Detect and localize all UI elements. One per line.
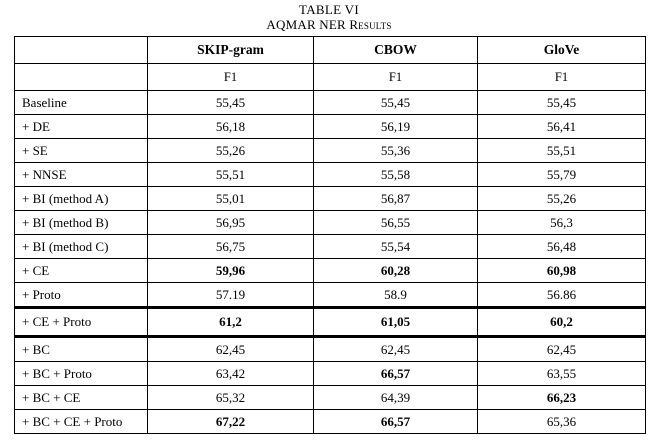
metric-label: F1 bbox=[147, 63, 314, 92]
value-cell: 55,36 bbox=[313, 138, 478, 164]
value-cell: 55,26 bbox=[147, 138, 314, 164]
value-cell: 66,23 bbox=[477, 385, 646, 411]
row-label: + Proto bbox=[14, 282, 148, 309]
table-row: + CE 59,96 60,28 60,98 bbox=[14, 258, 646, 284]
value-cell: 62,45 bbox=[313, 335, 478, 363]
value-cell: 66,57 bbox=[313, 361, 478, 387]
table-body: Baseline 55,45 55,45 55,45 + DE 56,18 56,19 56,… bbox=[14, 90, 646, 435]
table-caption-title: AQMAR NER Results bbox=[266, 16, 392, 32]
table-row: + BC 62,45 62,45 62,45 bbox=[14, 335, 646, 363]
value-cell: 56,19 bbox=[313, 114, 478, 140]
metric-header-row: F1 F1 F1 bbox=[14, 63, 646, 92]
value-cell: 56,75 bbox=[147, 234, 314, 260]
value-cell: 55,26 bbox=[477, 186, 646, 212]
value-cell: 55,45 bbox=[313, 90, 478, 116]
column-header-skipgram: SKIP-gram bbox=[147, 36, 314, 65]
row-label: + BI (method A) bbox=[14, 186, 148, 212]
value-cell: 62,45 bbox=[147, 335, 314, 363]
table-row: + CE + Proto 61,2 61,05 60,2 bbox=[14, 306, 646, 338]
value-cell: 55,45 bbox=[477, 90, 646, 116]
table-row: + BC + CE 65,32 64,39 66,23 bbox=[14, 385, 646, 411]
value-cell: 59,96 bbox=[147, 258, 314, 284]
table-row: Baseline 55,45 55,45 55,45 bbox=[14, 90, 646, 116]
value-cell: 57.19 bbox=[147, 282, 314, 309]
value-cell: 65,32 bbox=[147, 385, 314, 411]
value-cell: 56,18 bbox=[147, 114, 314, 140]
value-cell: 60,98 bbox=[477, 258, 646, 284]
value-cell: 67,22 bbox=[147, 409, 314, 435]
row-label: + BI (method C) bbox=[14, 234, 148, 260]
value-cell: 64,39 bbox=[313, 385, 478, 411]
value-cell: 55,01 bbox=[147, 186, 314, 212]
value-cell: 63,42 bbox=[147, 361, 314, 387]
column-header-cbow: CBOW bbox=[313, 36, 478, 65]
value-cell: 63,55 bbox=[477, 361, 646, 387]
value-cell: 56,41 bbox=[477, 114, 646, 140]
table-row: + BC + Proto 63,42 66,57 63,55 bbox=[14, 361, 646, 387]
row-label: + BI (method B) bbox=[14, 210, 148, 236]
row-label: + BC + Proto bbox=[14, 361, 148, 387]
metric-label: F1 bbox=[313, 63, 478, 92]
row-label: + CE + Proto bbox=[14, 306, 148, 338]
value-cell: 55,51 bbox=[477, 138, 646, 164]
value-cell: 55,54 bbox=[313, 234, 478, 260]
value-cell: 55,79 bbox=[477, 162, 646, 188]
value-cell: 56,48 bbox=[477, 234, 646, 260]
results-table: SKIP-gram CBOW GloVe F1 F1 F1 Baseline 55… bbox=[14, 36, 646, 435]
value-cell: 56,55 bbox=[313, 210, 478, 236]
table-row: + BI (method C) 56,75 55,54 56,48 bbox=[14, 234, 646, 260]
row-label: + CE bbox=[14, 258, 148, 284]
table-caption: TABLE VI AQMAR NER Results bbox=[0, 0, 658, 32]
row-label: + NNSE bbox=[14, 162, 148, 188]
model-header-row: SKIP-gram CBOW GloVe bbox=[14, 36, 646, 65]
table-row: + DE 56,18 56,19 56,41 bbox=[14, 114, 646, 140]
table-caption-number: TABLE VI bbox=[299, 2, 359, 17]
row-label: + BC bbox=[14, 335, 148, 363]
table-row: + BI (method B) 56,95 56,55 56,3 bbox=[14, 210, 646, 236]
corner-cell bbox=[14, 63, 148, 92]
metric-label: F1 bbox=[477, 63, 646, 92]
value-cell: 65,36 bbox=[477, 409, 646, 435]
row-label: Baseline bbox=[14, 90, 148, 116]
table-row: + BC + CE + Proto 67,22 66,57 65,36 bbox=[14, 409, 646, 435]
value-cell: 60,28 bbox=[313, 258, 478, 284]
value-cell: 56,3 bbox=[477, 210, 646, 236]
value-cell: 55,51 bbox=[147, 162, 314, 188]
table-row: + NNSE 55,51 55,58 55,79 bbox=[14, 162, 646, 188]
row-label: + BC + CE + Proto bbox=[14, 409, 148, 435]
corner-cell bbox=[14, 36, 148, 65]
value-cell: 61,05 bbox=[313, 306, 478, 338]
value-cell: 66,57 bbox=[313, 409, 478, 435]
row-label: + SE bbox=[14, 138, 148, 164]
row-label: + DE bbox=[14, 114, 148, 140]
value-cell: 60,2 bbox=[477, 306, 646, 338]
value-cell: 62,45 bbox=[477, 335, 646, 363]
value-cell: 55,45 bbox=[147, 90, 314, 116]
value-cell: 55,58 bbox=[313, 162, 478, 188]
value-cell: 56.86 bbox=[477, 282, 646, 309]
value-cell: 56,95 bbox=[147, 210, 314, 236]
value-cell: 58.9 bbox=[313, 282, 478, 309]
column-header-glove: GloVe bbox=[477, 36, 646, 65]
table-row: + BI (method A) 55,01 56,87 55,26 bbox=[14, 186, 646, 212]
table-row: + SE 55,26 55,36 55,51 bbox=[14, 138, 646, 164]
row-label: + BC + CE bbox=[14, 385, 148, 411]
table-row: + Proto 57.19 58.9 56.86 bbox=[14, 282, 646, 309]
value-cell: 56,87 bbox=[313, 186, 478, 212]
value-cell: 61,2 bbox=[147, 306, 314, 338]
